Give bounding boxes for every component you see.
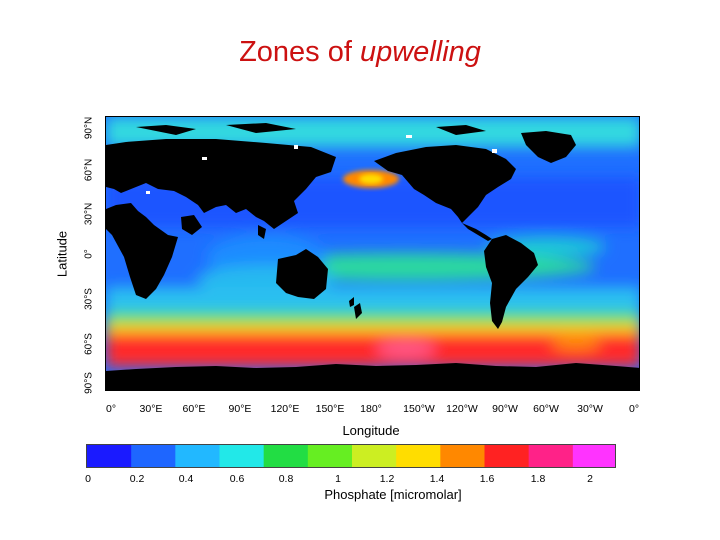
page-title: Zones of upwelling — [0, 36, 720, 69]
colorbar-graphic — [87, 445, 615, 467]
colorbar-swatch — [396, 445, 441, 467]
colorbar-tick: 1.6 — [479, 473, 495, 485]
colorbar-tick: 0.2 — [129, 473, 145, 485]
colorbar-tick: 0.6 — [229, 473, 245, 485]
x-tick: 30°W — [577, 403, 603, 415]
colorbar-swatch — [131, 445, 176, 467]
colorbar-swatch — [175, 445, 221, 467]
colorbar-tick: 1.4 — [429, 473, 445, 485]
x-tick: 120°W — [446, 403, 478, 415]
y-tick: 30°S — [83, 288, 95, 310]
colorbar-swatch — [440, 445, 486, 467]
colorbar-label: Phosphate [micromolar] — [324, 487, 462, 502]
world-map-graphic — [106, 117, 639, 390]
colorbar-tick: 2 — [587, 473, 593, 485]
colorbar-swatch — [572, 445, 615, 467]
colorbar-swatch — [263, 445, 309, 467]
colorbar — [86, 444, 616, 468]
x-tick: 120°E — [270, 403, 300, 415]
x-axis-label: Longitude — [342, 423, 400, 438]
colorbar-tick: 1.8 — [530, 473, 546, 485]
x-tick: 90°E — [228, 403, 252, 415]
y-tick: 90°N — [83, 116, 95, 140]
colorbar-tick: 1.2 — [379, 473, 395, 485]
y-tick: 0° — [83, 249, 95, 259]
x-tick: 0° — [105, 403, 117, 415]
y-tick: 60°S — [83, 333, 95, 355]
x-tick: 60°E — [182, 403, 206, 415]
y-tick: 30°N — [83, 202, 95, 226]
x-tick: 60°W — [533, 403, 559, 415]
colorbar-swatch — [219, 445, 265, 467]
colorbar-swatch — [307, 445, 353, 467]
colorbar-tick: 0 — [85, 473, 91, 485]
x-tick: 90°W — [492, 403, 518, 415]
x-tick: 150°E — [315, 403, 345, 415]
colorbar-tick: 0.8 — [278, 473, 294, 485]
title-main: Zones of — [239, 36, 360, 68]
title-emphasis: upwelling — [359, 36, 481, 68]
x-tick: 30°E — [139, 403, 163, 415]
y-tick: 60°N — [83, 158, 95, 182]
x-tick: 150°W — [403, 403, 435, 415]
colorbar-swatch — [352, 445, 397, 467]
y-axis-label: Latitude — [54, 230, 70, 278]
y-tick: 90°S — [83, 372, 95, 394]
colorbar-tick: 1 — [335, 473, 341, 485]
colorbar-tick: 0.4 — [178, 473, 194, 485]
phosphate-map — [105, 116, 640, 391]
colorbar-swatch — [87, 445, 132, 467]
x-tick: 180° — [360, 403, 382, 415]
colorbar-swatch — [484, 445, 530, 467]
x-tick: 0° — [628, 403, 640, 415]
colorbar-swatch — [528, 445, 574, 467]
